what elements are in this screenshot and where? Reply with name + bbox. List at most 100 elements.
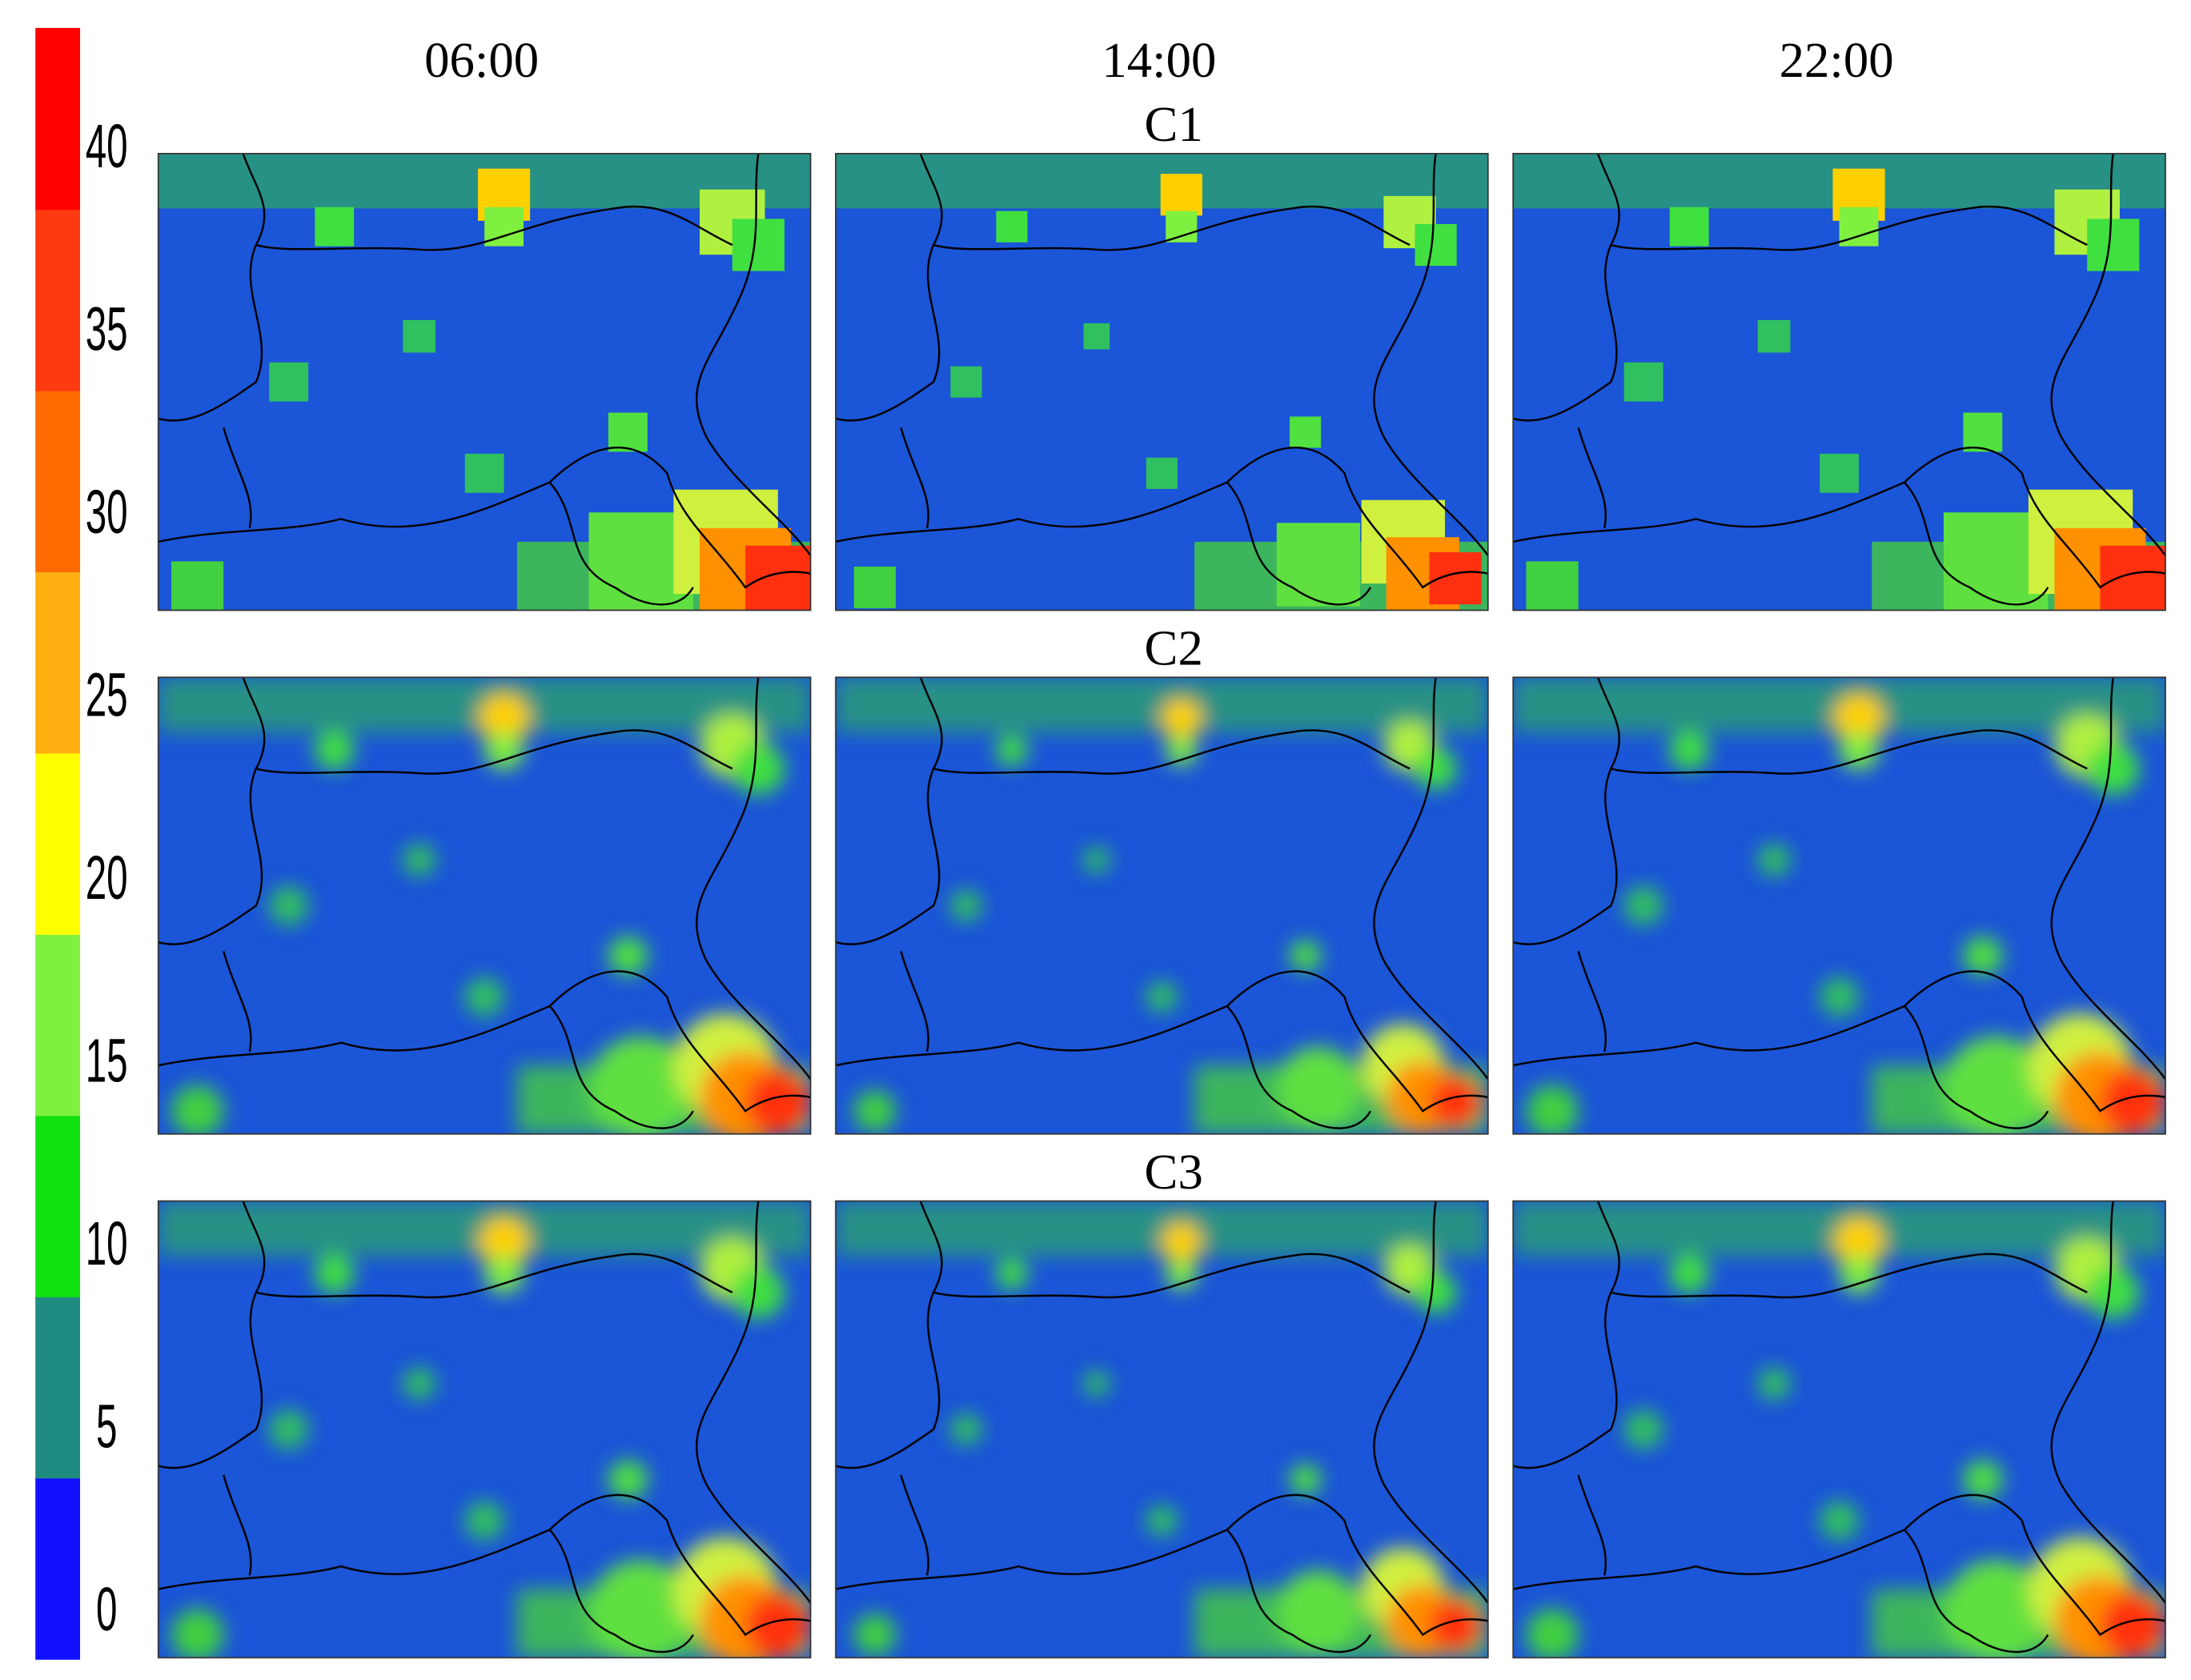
- map-field: [158, 1201, 811, 1658]
- map-hotspot: [1832, 1216, 1885, 1269]
- map-hotspot: [608, 1460, 648, 1500]
- map-frame: [157, 1200, 812, 1658]
- map-hotspots: [835, 153, 1488, 611]
- colorbar-band: [35, 1478, 81, 1660]
- map-hotspot: [1623, 1409, 1663, 1449]
- map-cell: [171, 561, 224, 611]
- map-hotspot: [2087, 1266, 2140, 1319]
- map-cell: [1166, 211, 1198, 243]
- map-hotspot: [484, 1254, 524, 1294]
- map-hotspot: [269, 886, 309, 925]
- map-panel: [835, 153, 1489, 611]
- map-hotspot: [1839, 1254, 1879, 1294]
- border-line: [1226, 447, 1488, 589]
- colorbar-band: [35, 752, 81, 935]
- colorbar-tick-label: 20: [86, 843, 128, 912]
- border-line: [900, 1474, 929, 1576]
- map-hotspot: [1429, 1076, 1482, 1129]
- map-hotspot: [1963, 936, 2003, 976]
- map-hotspot: [732, 1266, 785, 1319]
- map-hotspot: [171, 1085, 224, 1134]
- map-hotspots: [1513, 153, 2166, 611]
- map-hotspot: [315, 1254, 355, 1294]
- map-cell: [403, 319, 436, 353]
- border-line: [1513, 768, 1618, 945]
- column-header: 06:00: [424, 32, 539, 88]
- map-frame: [835, 1200, 1489, 1658]
- map-cell: [1669, 206, 1709, 247]
- border-line: [158, 481, 694, 606]
- border-line: [835, 1528, 1372, 1654]
- map-frame: [157, 153, 812, 611]
- map-cell: [745, 545, 811, 611]
- map-hotspot: [464, 1501, 504, 1541]
- map-hotspot: [588, 1036, 693, 1134]
- map-hotspot: [403, 844, 436, 876]
- border-line: [1513, 481, 2049, 606]
- colorbar-tick-label: 25: [86, 660, 128, 730]
- column-header: 22:00: [1780, 32, 1894, 88]
- border-line: [1577, 427, 1607, 528]
- map-hotspots: [158, 1201, 811, 1658]
- map-cell: [1160, 174, 1202, 216]
- map-hotspot: [608, 936, 648, 976]
- border-line: [835, 1004, 1372, 1129]
- border-line: [242, 677, 733, 775]
- map-cell: [950, 366, 982, 398]
- colorbar-tick-label: 10: [86, 1209, 128, 1278]
- border-line: [900, 427, 929, 528]
- border-line: [1513, 1004, 2049, 1129]
- map-hotspot: [1083, 1370, 1110, 1397]
- map-hotspot: [996, 1258, 1028, 1290]
- map-panel: [835, 676, 1489, 1135]
- map-field: [835, 1201, 1488, 1658]
- map-hotspot: [403, 1367, 436, 1401]
- border-line: [1904, 1494, 2166, 1637]
- border-line: [1226, 1494, 1488, 1637]
- border-line: [158, 244, 263, 422]
- map-cell: [1415, 223, 1457, 267]
- map-hotspot: [1276, 1046, 1361, 1130]
- map-frame: [835, 153, 1489, 611]
- map-hotspot: [1166, 734, 1198, 767]
- map-field: [158, 677, 811, 1134]
- border-line: [548, 447, 811, 589]
- colorbar-band: [35, 571, 81, 754]
- border-line: [223, 951, 252, 1053]
- map-frame: [157, 676, 812, 1135]
- map-hotspot: [1820, 1501, 1860, 1541]
- border-line: [242, 153, 733, 251]
- map-cell: [464, 453, 504, 493]
- colorbar-band: [35, 1296, 81, 1479]
- colorbar-band: [35, 209, 81, 391]
- map-hotspot: [477, 692, 531, 745]
- border-line: [1373, 1201, 1488, 1604]
- border-line: [548, 970, 811, 1113]
- map-hotspot: [588, 1559, 693, 1658]
- map-field: [1513, 153, 2166, 611]
- map-cell: [315, 206, 355, 247]
- map-hotspot: [1757, 1367, 1791, 1401]
- map-frame: [1512, 153, 2166, 611]
- map-hotspot: [732, 742, 785, 795]
- map-hotspots: [835, 677, 1488, 1134]
- map-hotspot: [464, 977, 504, 1017]
- map-hotspot: [1160, 697, 1202, 740]
- map-frame: [1512, 1200, 2166, 1658]
- map-hotspot: [1276, 1570, 1361, 1654]
- border-line: [900, 951, 929, 1053]
- map-hotspot: [1963, 1460, 2003, 1500]
- map-hotspot: [853, 1090, 896, 1133]
- column-header: 14:00: [1102, 32, 1216, 88]
- map-hotspot: [1526, 1608, 1579, 1658]
- border-line: [1513, 244, 1618, 422]
- border-line: [1513, 1528, 2049, 1654]
- map-hotspots: [1513, 677, 2166, 1134]
- map-field: [1513, 1201, 2166, 1658]
- map-hotspot: [853, 1614, 896, 1656]
- colorbar-band: [35, 1115, 81, 1297]
- border-line: [1904, 970, 2166, 1113]
- border-line: [1596, 1201, 2088, 1299]
- map-panel: [1512, 676, 2166, 1135]
- map-cell: [1290, 416, 1322, 448]
